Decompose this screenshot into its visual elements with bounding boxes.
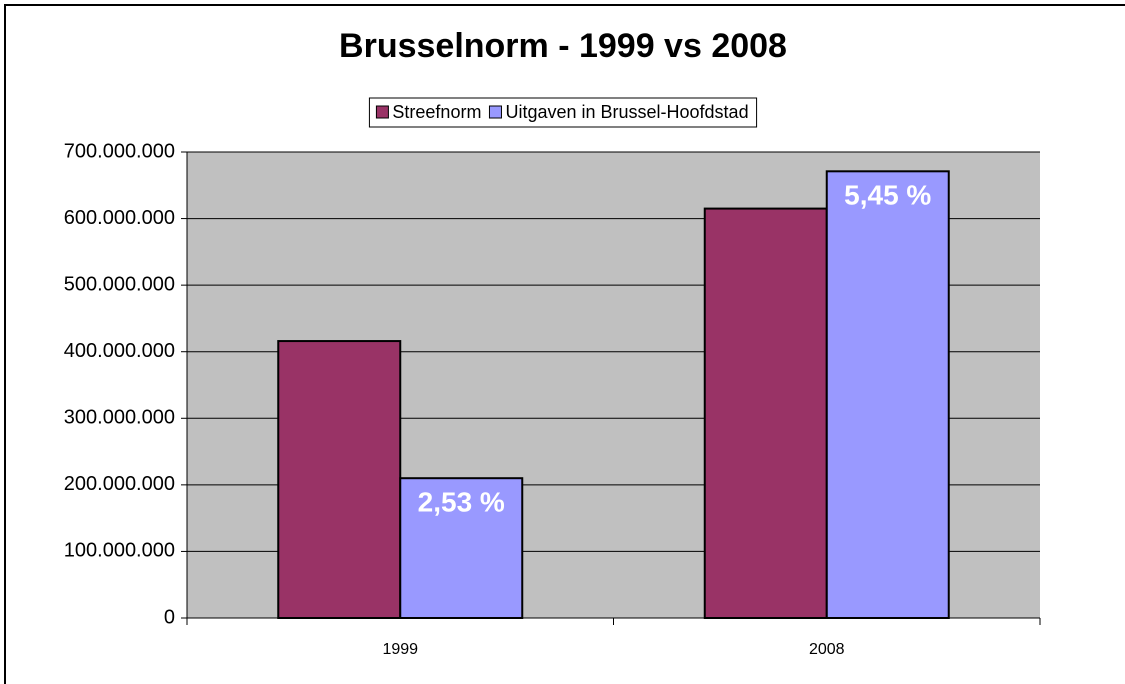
legend-label: Streefnorm [392, 102, 481, 122]
bar [703, 207, 828, 619]
x-tick-label: 1999 [382, 641, 418, 658]
y-tick-label: 600.000.000 [64, 207, 175, 229]
data-label: 2,53 % [418, 487, 505, 518]
chart-title: Brusselnorm - 1999 vs 2008 [339, 27, 787, 65]
y-tick-label: 300.000.000 [64, 407, 175, 429]
y-tick-label: 200.000.000 [64, 473, 175, 495]
y-tick-label: 0 [164, 606, 175, 628]
y-tick-label: 700.000.000 [64, 140, 175, 162]
legend-swatch [375, 105, 389, 119]
bar [825, 170, 950, 619]
x-tick-label: 2008 [809, 641, 845, 658]
y-tick-label: 100.000.000 [64, 540, 175, 562]
y-tick-label: 500.000.000 [64, 273, 175, 295]
legend-swatch [488, 105, 502, 119]
y-tick-label: 400.000.000 [64, 340, 175, 362]
data-label: 5,45 % [844, 180, 931, 211]
bar [399, 477, 524, 620]
legend-box [368, 97, 758, 128]
legend-label: Uitgaven in Brussel-Hoofdstad [505, 102, 748, 122]
bar [277, 340, 402, 619]
